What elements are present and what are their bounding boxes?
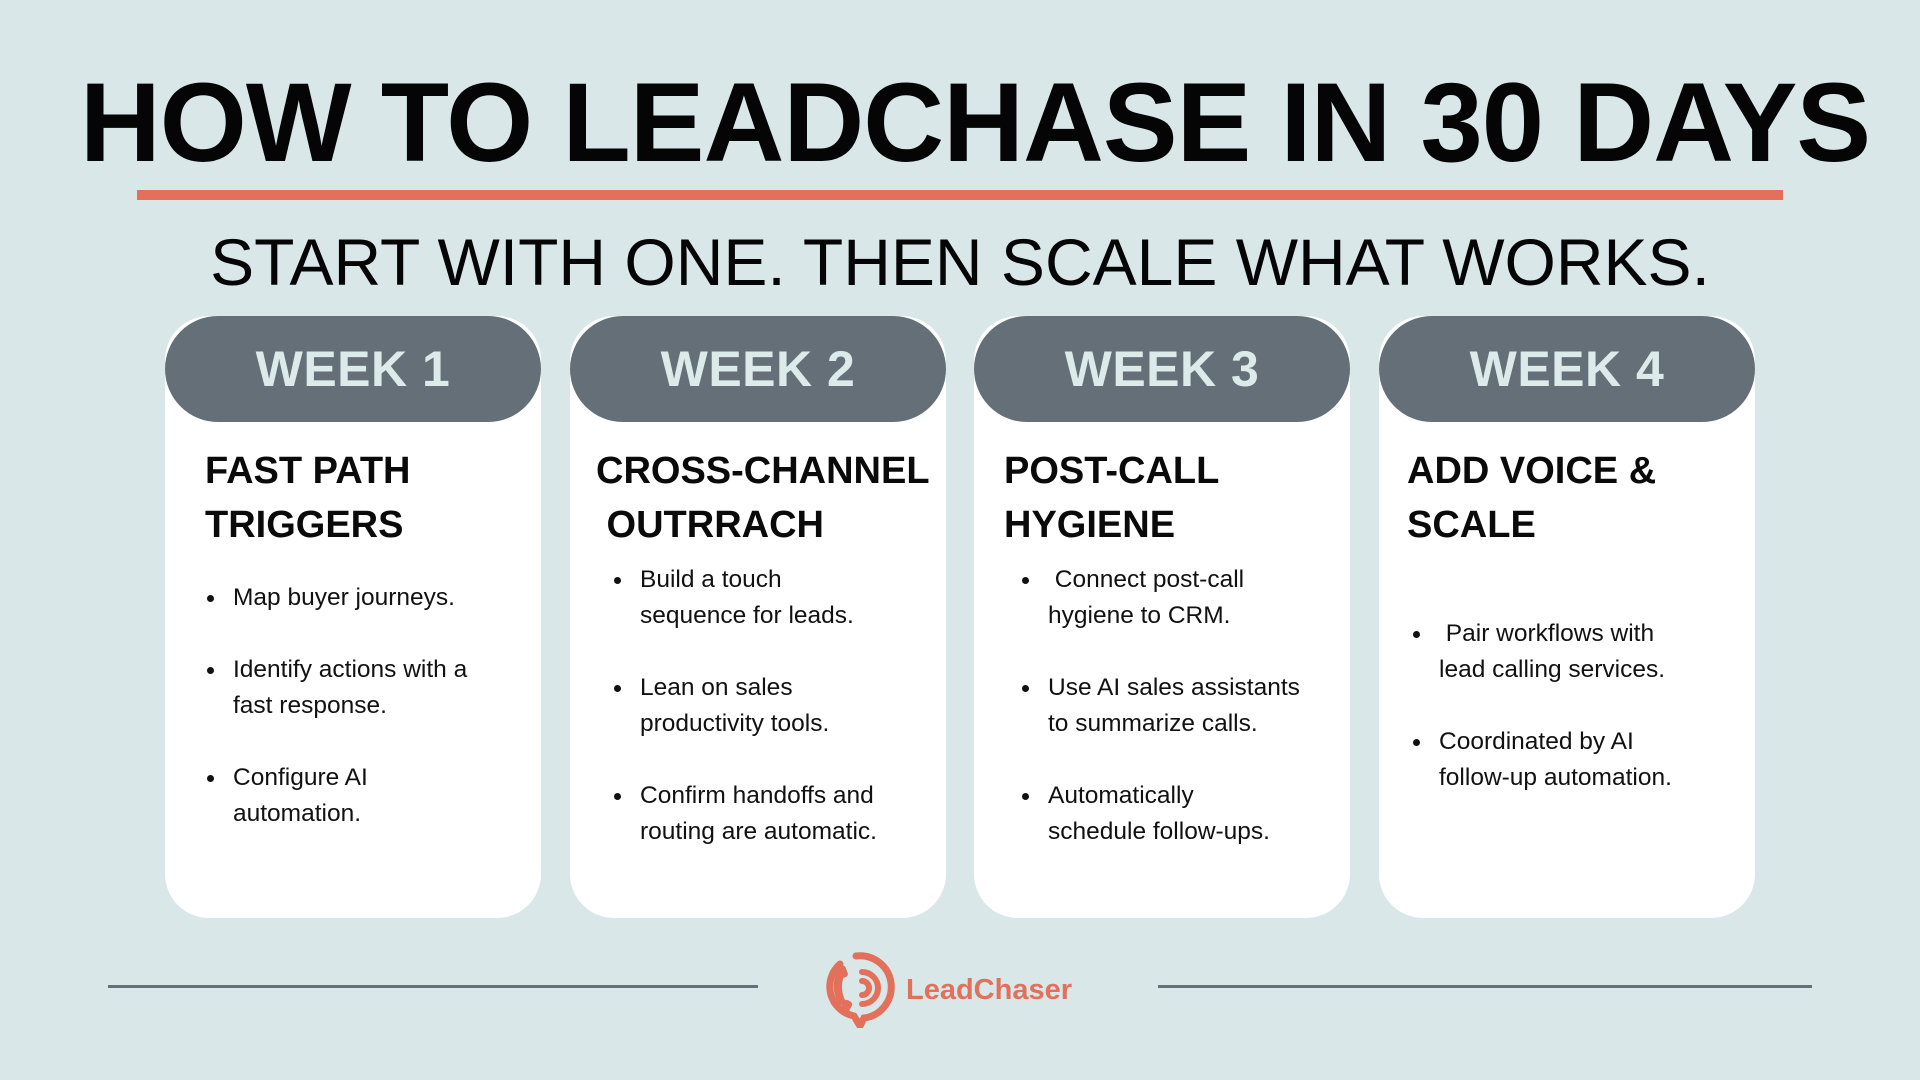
week-title-3: POST-CALL HYGIENE (1004, 450, 1220, 546)
footer-divider-right (1158, 985, 1812, 988)
week-header-4: WEEK 4 (1379, 316, 1755, 422)
week-title-1: FAST PATH TRIGGERS (205, 450, 411, 546)
list-item: Identify actions with a fast response. (205, 652, 467, 724)
list-item: Use AI sales assistants to summarize cal… (1020, 670, 1300, 742)
list-item: Coordinated by AI follow-up automation. (1411, 724, 1672, 796)
list-item: Pair workflows with lead calling service… (1411, 616, 1672, 688)
week-title-4: ADD VOICE & SCALE (1407, 450, 1657, 546)
week-list-2: Build a touch sequence for leads. Lean o… (612, 562, 877, 886)
list-item: Build a touch sequence for leads. (612, 562, 877, 634)
week-header-2: WEEK 2 (570, 316, 946, 422)
list-item: Lean on sales productivity tools. (612, 670, 877, 742)
weeks-cards: WEEK 1 FAST PATH TRIGGERS Map buyer jour… (165, 316, 1755, 918)
brand-name: LeadChaser (906, 974, 1073, 1006)
week-card-4: WEEK 4 ADD VOICE & SCALE Pair workflows … (1379, 316, 1755, 918)
week-list-3: Connect post-call hygiene to CRM. Use AI… (1020, 562, 1300, 886)
page-subtitle: START WITH ONE. THEN SCALE WHAT WORKS. (210, 225, 1710, 299)
phone-signal-icon (826, 948, 898, 1034)
list-item: Confirm handoffs and routing are automat… (612, 778, 877, 850)
list-item: Automatically schedule follow-ups. (1020, 778, 1300, 850)
week-list-1: Map buyer journeys. Identify actions wit… (205, 580, 467, 868)
week-header-1: WEEK 1 (165, 316, 541, 422)
brand-logo: LeadChaser (826, 948, 1073, 1034)
list-item: Connect post-call hygiene to CRM. (1020, 562, 1300, 634)
week-card-1: WEEK 1 FAST PATH TRIGGERS Map buyer jour… (165, 316, 541, 918)
list-item: Map buyer journeys. (205, 580, 467, 616)
week-list-4: Pair workflows with lead calling service… (1411, 616, 1672, 832)
week-title-2: CROSS-CHANNEL OUTRRACH (596, 450, 930, 546)
week-card-2: WEEK 2 CROSS-CHANNEL OUTRRACH Build a to… (570, 316, 946, 918)
week-card-3: WEEK 3 POST-CALL HYGIENE Connect post-ca… (974, 316, 1350, 918)
footer-divider-left (108, 985, 758, 988)
week-header-3: WEEK 3 (974, 316, 1350, 422)
page-title: HOW TO LEADCHASE IN 30 DAYS (79, 60, 1871, 185)
title-underline-divider (137, 190, 1783, 200)
list-item: Configure AI automation. (205, 760, 467, 832)
